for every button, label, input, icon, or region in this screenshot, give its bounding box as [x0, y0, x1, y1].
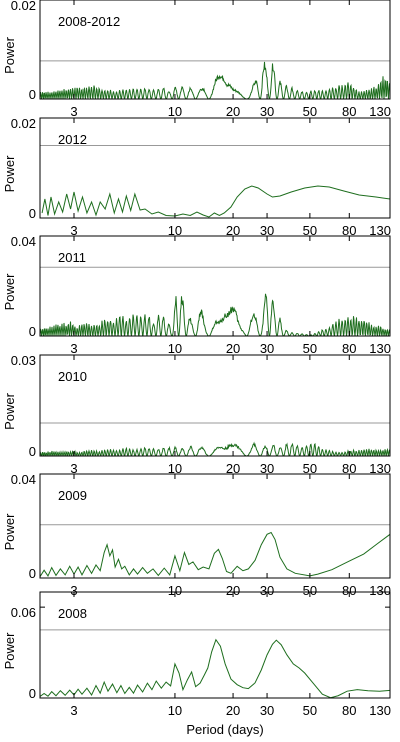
- panel-2010: 3 10 20 30 50 80 130 0 0.03 Power 2010: [2, 353, 391, 476]
- x-tick-label: 20: [226, 461, 240, 476]
- x-tick-label: 50: [303, 703, 317, 718]
- x-tick-label: 3: [70, 223, 77, 238]
- plot-frame: [39, 473, 391, 579]
- x-tick-label: 50: [303, 104, 317, 119]
- plot-frame: [39, 117, 391, 219]
- x-tick-label: 80: [342, 461, 356, 476]
- panel-2011: 3 10 20 30 50 80 130 0 0.04 Power 2011: [2, 234, 391, 356]
- panel-label: 2009: [58, 488, 87, 503]
- plot-frame: [39, 354, 391, 457]
- x-tick-label: 80: [342, 341, 356, 356]
- x-tick-label: 20: [226, 104, 240, 119]
- x-tick-label: 130: [369, 461, 391, 476]
- x-tick-label: 130: [369, 223, 391, 238]
- x-tick-label: 50: [303, 341, 317, 356]
- x-tick-label: 3: [70, 341, 77, 356]
- y-axis-title: Power: [2, 392, 17, 430]
- x-tick-label: 30: [260, 341, 274, 356]
- y-axis-title: Power: [2, 36, 17, 74]
- plot-frame: [39, 235, 391, 337]
- panel-label: 2008: [58, 606, 87, 621]
- x-tick-label: 20: [226, 223, 240, 238]
- y-axis-title: Power: [2, 273, 17, 311]
- x-tick-label: 30: [260, 104, 274, 119]
- y-tick-label: 0: [29, 87, 36, 102]
- series-line: [40, 293, 390, 336]
- series-group: [40, 531, 390, 577]
- x-tick-label: 50: [303, 461, 317, 476]
- x-tick-label: 80: [342, 703, 356, 718]
- y-tick-label: 0: [29, 206, 36, 221]
- x-tick-label: 80: [342, 583, 356, 598]
- x-tick-label: 20: [226, 583, 240, 598]
- x-tick-label: 30: [260, 703, 274, 718]
- x-tick-label: 50: [303, 583, 317, 598]
- x-tick-label: 80: [342, 223, 356, 238]
- series-group: [40, 441, 390, 456]
- panel-2008-2012: 3 10 20 30 50 80 130 0 0.02 Power 2008-2012: [2, 0, 391, 119]
- panel-label: 2012: [58, 132, 87, 147]
- x-tick-label: 130: [369, 703, 391, 718]
- y-tick-label: 0: [29, 686, 36, 701]
- y-tick-label: 0: [29, 566, 36, 581]
- x-tick-label: 130: [369, 341, 391, 356]
- panel-label: 2010: [58, 369, 87, 384]
- x-tick-label: 3: [70, 104, 77, 119]
- series-group: [41, 185, 390, 218]
- y-tick-label: 0.02: [11, 0, 36, 13]
- y-axis-title: Power: [2, 155, 17, 193]
- series-line: [40, 638, 390, 698]
- x-tick-label: 10: [168, 703, 182, 718]
- x-tick-label: 30: [260, 223, 274, 238]
- x-tick-label: 130: [369, 583, 391, 598]
- y-tick-label: 0: [29, 444, 36, 459]
- y-axis-title: Power: [2, 632, 17, 670]
- y-tick-label: 0.03: [11, 353, 36, 368]
- y-tick-label: 0.06: [11, 605, 36, 620]
- x-tick-label: 80: [342, 104, 356, 119]
- y-axis-title: Power: [2, 513, 17, 551]
- series-group: [40, 638, 390, 698]
- panel-2012: 3 10 20 30 50 80 130 0 0.02 Power 2012: [2, 116, 391, 238]
- plot-frame: [39, 591, 391, 699]
- y-tick-label: 0: [29, 324, 36, 339]
- x-tick-label: 3: [70, 583, 77, 598]
- series-line: [40, 531, 390, 577]
- x-tick-label: 30: [260, 461, 274, 476]
- x-tick-label: 10: [168, 104, 182, 119]
- x-tick-label: 130: [369, 104, 391, 119]
- y-tick-label: 0.04: [11, 234, 36, 249]
- x-tick-label: 20: [226, 341, 240, 356]
- x-tick-label: 30: [260, 583, 274, 598]
- x-tick-label: 10: [168, 461, 182, 476]
- panel-2009: 3 10 20 30 50 80 130 0 0.04 Power 2009: [2, 472, 391, 598]
- y-tick-label: 0.04: [11, 472, 36, 487]
- x-tick-label: 3: [70, 461, 77, 476]
- plot-frame: [39, 0, 391, 100]
- x-tick-label: 3: [70, 703, 77, 718]
- series-line: [40, 61, 390, 99]
- series-line: [40, 441, 390, 456]
- y-tick-label: 0.02: [11, 116, 36, 131]
- panel-label: 2011: [58, 250, 86, 265]
- x-tick-label: 50: [303, 223, 317, 238]
- x-tick-label: 20: [226, 703, 240, 718]
- series-group: [40, 61, 390, 99]
- x-tick-label: 10: [168, 583, 182, 598]
- x-tick-label: 10: [168, 341, 182, 356]
- panel-label: 2008-2012: [58, 14, 120, 29]
- x-tick-label: 10: [168, 223, 182, 238]
- series-line: [41, 185, 390, 218]
- x-axis-title: Period (days): [186, 722, 263, 737]
- series-group: [40, 293, 390, 336]
- panel-2008: 3 10 20 30 50 80 130 0 0.06 Power 2008: [2, 591, 391, 718]
